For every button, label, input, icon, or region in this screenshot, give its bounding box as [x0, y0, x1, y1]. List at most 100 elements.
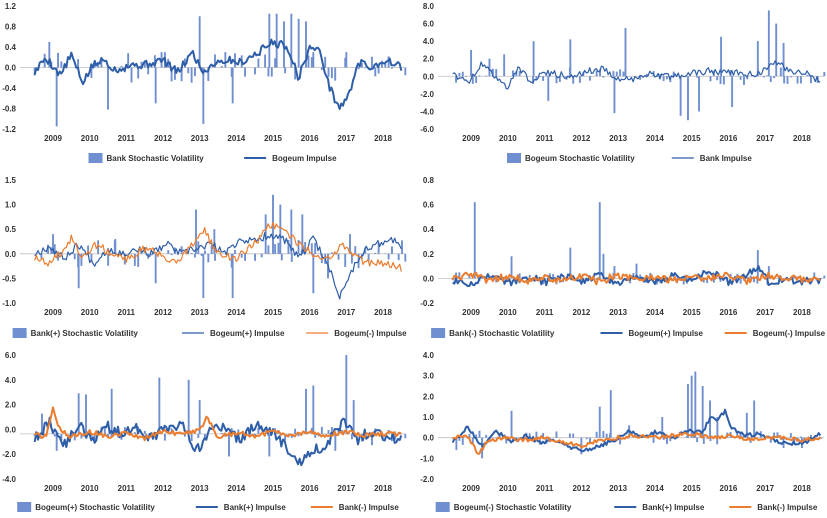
volatility-bar [110, 388, 113, 434]
volatility-bar [202, 253, 205, 299]
volatility-bar [352, 400, 355, 434]
volatility-bar [690, 375, 693, 438]
volatility-bar [214, 253, 216, 261]
volatility-bar [404, 253, 407, 262]
volatility-bar [287, 239, 290, 254]
volatility-bar [314, 433, 317, 438]
legend-bar-swatch [12, 328, 27, 338]
volatility-bar [769, 437, 772, 443]
volatility-bar [712, 278, 715, 283]
x-tick-label: 2017 [756, 308, 774, 317]
y-tick-label: 1.5 [5, 176, 17, 185]
chart-panel: -4.0 -2.0 0.0 2.0 4.0 6.0 2009 2010 2011 2012 2013… [2, 351, 407, 512]
volatility-bar [495, 278, 498, 283]
volatility-bar [183, 433, 186, 437]
volatility-bar [327, 430, 330, 434]
volatility-bar [548, 273, 551, 279]
volatility-bar [666, 76, 668, 80]
impulse-line [452, 60, 821, 90]
volatility-bar [598, 202, 601, 279]
volatility-bar [244, 67, 246, 77]
x-tick-label: 2018 [793, 308, 811, 317]
y-tick-label: 0.0 [423, 434, 435, 443]
x-tick-label: 2009 [44, 134, 62, 143]
volatility-bar [719, 76, 722, 85]
volatility-bar [97, 62, 100, 68]
volatility-bar [187, 67, 190, 74]
volatility-bar [706, 437, 709, 439]
x-tick-label: 2010 [81, 134, 99, 143]
x-tick-label: 2009 [44, 484, 62, 493]
y-tick-label: 4.0 [423, 37, 435, 46]
volatility-bar [655, 278, 658, 285]
volatility-bar [260, 253, 263, 258]
volatility-bar [234, 249, 236, 254]
volatility-bar [555, 431, 558, 438]
volatility-bar [77, 393, 80, 434]
volatility-bar [789, 76, 792, 78]
x-tick-label: 2017 [756, 484, 774, 493]
volatility-bar [57, 52, 59, 68]
y-tick-label: 4.0 [5, 376, 17, 385]
volatility-bar [776, 432, 779, 438]
volatility-bar [305, 388, 307, 434]
chart-panel: -6.0 -4.0 -2.0 0.0 2.0 4.0 6.0 8.0 2009 2010 2011 2… [420, 2, 826, 163]
y-tick-label: 1.0 [5, 201, 17, 210]
volatility-bar [694, 371, 697, 438]
volatility-bar [528, 433, 531, 438]
volatility-bar [387, 253, 390, 260]
volatility-bar [312, 52, 315, 68]
volatility-bar [350, 253, 353, 264]
volatility-bar [85, 394, 87, 434]
volatility-bar [294, 428, 297, 434]
volatility-bar [505, 437, 508, 444]
volatility-bar [137, 253, 140, 267]
x-tick-label: 2015 [683, 308, 701, 317]
volatility-bar [799, 76, 802, 84]
volatility-bar [334, 253, 337, 255]
volatility-bar [753, 278, 755, 283]
volatility-bar [595, 431, 598, 438]
volatility-bar [154, 253, 157, 284]
volatility-bar [310, 243, 313, 254]
y-tick-label: 0.0 [5, 64, 17, 73]
legend-label: Bank(+) Stochastic Volatility [31, 329, 139, 338]
volatility-bar [377, 242, 380, 254]
y-tick-label: 6.0 [5, 351, 17, 360]
volatility-bar [589, 76, 591, 81]
volatility-bar [257, 58, 260, 68]
volatility-bar [687, 383, 689, 438]
volatility-bar [364, 67, 367, 69]
x-tick-label: 2011 [536, 134, 554, 143]
volatility-bar [799, 436, 802, 438]
volatility-bar [270, 67, 273, 77]
chart-legend: Bank(-) Stochastic Volatility Bogeum(+) I… [431, 328, 826, 338]
volatility-bar [739, 432, 742, 438]
volatility-bar [230, 67, 233, 77]
volatility-bar [756, 250, 759, 279]
volatility-bar [481, 437, 484, 459]
y-tick-label: -2.0 [2, 450, 16, 459]
volatility-bar [649, 272, 652, 279]
y-tick-label: 0.0 [5, 425, 17, 434]
y-tick-label: -1.2 [2, 125, 16, 134]
volatility-bar [334, 433, 337, 451]
volatility-bar [662, 437, 665, 440]
volatility-bar [475, 76, 478, 83]
x-tick-label: 2014 [227, 134, 245, 143]
volatility-bar [190, 67, 193, 83]
legend-bar-swatch [431, 328, 446, 338]
y-tick-label: 0.0 [423, 274, 435, 283]
volatility-bar [377, 67, 380, 74]
x-tick-label: 2015 [683, 484, 701, 493]
volatility-bar [823, 72, 826, 77]
volatility-bar [312, 385, 315, 434]
y-tick-label: -2.0 [420, 90, 434, 99]
volatility-bar [458, 272, 461, 279]
volatility-bar [220, 66, 223, 68]
volatility-bar [669, 437, 672, 442]
volatility-bar [294, 67, 297, 80]
x-tick-label: 2015 [683, 134, 701, 143]
volatility-bar [716, 417, 719, 438]
